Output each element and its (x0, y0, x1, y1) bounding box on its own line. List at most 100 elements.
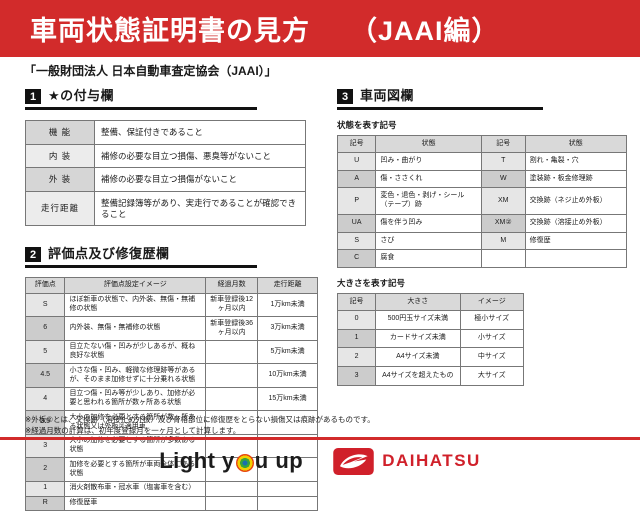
table-cell (257, 480, 318, 497)
footer-divider (0, 437, 640, 440)
table-row: 3.5 大小の加修を必要とする箇所が数ヶ所ある状態又は外板②適用車 (24, 410, 318, 435)
table-row: 1 消火剤散布車・冠水車（塩害車を含む） (24, 480, 318, 497)
symbol-table-label: 状態を表す記号 (337, 120, 397, 130)
table-row: S さび M 修復歴 (336, 231, 628, 251)
table-row: 0 500円玉サイズ未満 極小サイズ (336, 309, 525, 330)
table-row: 3 A4サイズを超えたもの 大サイズ (336, 366, 525, 386)
table-row: 4.5 小さな傷・凹み、軽微な修理跡等があるが、そのまま加修せずに十分乗れる状態 1… (24, 363, 318, 388)
table-row: 2 A4サイズ未満 中サイズ (336, 347, 525, 367)
target-circle-icon (235, 453, 254, 472)
table-cell (205, 363, 259, 388)
footer: Light y u up DAIHATSU (0, 443, 640, 479)
table-cell: U (336, 151, 377, 171)
table-cell: 傷・ささくれ (375, 169, 482, 189)
table-cell: 500円玉サイズ未満 (375, 309, 461, 330)
table-cell: T (480, 151, 526, 171)
table-row: P 変色・退色・剥げ・シール（テープ）跡 XM 交換跡（ネジ止め外板） (336, 187, 628, 215)
table-header-row: 評価点 評価点設定イメージ 経過月数 走行距離 (24, 277, 318, 294)
table-row: S ほぼ新車の状態で、内外装、無傷・無補修の状態 新車登録後12ヶ月以内 1万km未満 (24, 292, 318, 318)
table-cell (524, 249, 628, 268)
daihatsu-logo: DAIHATSU (333, 447, 481, 475)
column-header: 記号 (480, 135, 526, 153)
table-cell: S (24, 292, 66, 318)
table-cell (205, 386, 259, 412)
table-cell: 3万km未満 (257, 316, 318, 341)
table-cell: 割れ・亀裂・穴 (524, 151, 628, 171)
size-table: 記号 大きさ イメージ 0 500円玉サイズ未満 極小サイズ 1 カードサイズ未満 小サイ… (336, 293, 525, 386)
table-row: 6 内外装、無傷・無補修の状態 新車登録後36ヶ月以内 3万km未満 (24, 316, 318, 341)
table-cell: 3 (336, 366, 377, 386)
table-cell: A4サイズを超えたもの (375, 366, 461, 386)
page-title-edition: （JAAI編） (350, 16, 500, 46)
column-header: 記号 (336, 135, 377, 153)
table-row: C 腐食 (336, 249, 628, 268)
section-title: 評価点及び修復歴欄 (48, 246, 170, 262)
table-cell: P (336, 187, 377, 215)
section-title: ★の付与欄 (48, 88, 115, 103)
right-column: 3 車両図欄 状態を表す記号 記号 状態 記号 状態 U 凹み・曲がり T 割れ・亀裂… (336, 85, 629, 386)
column-header: 経過月数 (205, 277, 259, 294)
table-cell: 交換跡（ネジ止め外板） (524, 187, 628, 215)
table-cell (257, 495, 318, 511)
table-cell: 変色・退色・剥げ・シール（テープ）跡 (375, 187, 482, 215)
table-cell: 2 (336, 347, 377, 367)
table-cell: 外 装 (25, 167, 95, 192)
table-cell: 走行距離 (25, 190, 95, 227)
section-header-diagram: 3 車両図欄 (337, 85, 543, 110)
section-number-badge: 2 (25, 247, 41, 263)
table-cell: 凹み・曲がり (375, 151, 482, 171)
table-cell: XM (480, 187, 526, 215)
table-cell: 大小の加修を必要とする箇所が数ヶ所ある状態又は外板②適用車 (64, 410, 207, 435)
table-row: 内 装補修の必要な目立つ損傷、悪臭等がないこと (25, 143, 306, 169)
table-cell: 極小サイズ (459, 309, 525, 330)
table-cell: S (336, 231, 377, 251)
table-cell: 2 (24, 457, 66, 482)
section-header-star: 1 ★の付与欄 (25, 85, 257, 110)
section-title: 車両図欄 (360, 88, 415, 103)
light-you-up-logo: Light y u up (159, 448, 303, 474)
table-row: 機 能整備、保証付きであること (25, 120, 306, 145)
table-cell (205, 480, 259, 497)
table-cell: 交換跡（溶接止め外板） (524, 213, 628, 233)
table-cell: 補修の必要な目立つ損傷、悪臭等がないこと (94, 143, 306, 169)
star-table: 機 能整備、保証付きであること内 装補修の必要な目立つ損傷、悪臭等がないこと外 … (25, 120, 306, 227)
table-row: 1 カードサイズ未満 小サイズ (336, 328, 525, 349)
table-cell: 1 (24, 480, 66, 497)
table-header-row: 記号 状態 記号 状態 (336, 135, 628, 153)
footnote-line: ※経過月数の計算は、初年度登録月を一ヶ月として計算します。 (25, 425, 241, 435)
table-cell: 機 能 (25, 120, 95, 145)
daihatsu-wordmark: DAIHATSU (382, 451, 481, 470)
table-cell: 塗装跡・板金修理跡 (524, 169, 628, 189)
table-cell: 15万km未満 (257, 386, 318, 412)
table-cell: 1 (336, 328, 377, 349)
table-cell: 修復歴車 (64, 495, 207, 511)
table-cell: 6 (24, 316, 66, 341)
table-cell: 腐食 (375, 249, 482, 268)
column-header: 記号 (336, 293, 377, 311)
column-header: 走行距離 (257, 277, 318, 294)
table-row: 4 目立つ傷・凹み等が少しあり、加修が必要と思われる箇所が数ヶ所ある状態 15万km… (24, 386, 318, 412)
footnote-line: ※外板②とは、交換跡（溶接止め外板）及び骨格部位に修復歴をとらない損傷又は痕跡が… (25, 415, 375, 424)
size-table-label: 大きさを表す記号 (337, 278, 406, 288)
section-number-badge: 3 (337, 89, 353, 104)
column-header: イメージ (459, 293, 525, 311)
section-header-eval: 2 評価点及び修復歴欄 (25, 243, 257, 269)
table-cell: 5 (24, 339, 66, 365)
table-cell (205, 410, 259, 435)
column-header: 状態 (375, 135, 482, 153)
table-row: 外 装補修の必要な目立つ損傷がないこと (25, 167, 306, 192)
table-cell (480, 249, 526, 268)
column-header: 評価点設定イメージ (64, 277, 207, 294)
table-cell: 傷を伴う凹み (375, 213, 482, 233)
table-cell: XM② (480, 213, 526, 233)
table-cell: 中サイズ (459, 347, 525, 367)
table-cell: C (336, 249, 377, 268)
footnotes: ※外板②とは、交換跡（溶接止め外板）及び骨格部位に修復歴をとらない損傷又は痕跡が… (25, 415, 375, 437)
symbol-table: 記号 状態 記号 状態 U 凹み・曲がり T 割れ・亀裂・穴 A 傷・ささくれ W 塗装跡・板… (336, 135, 628, 268)
table-row: 2 加修を必要とする箇所が車両全体にある状態 (24, 457, 318, 482)
table-cell: 消火剤散布車・冠水車（塩害車を含む） (64, 480, 207, 497)
section-number-badge: 1 (25, 89, 41, 104)
organization-subtitle: 「一般財団法人 日本自動車査定協会（JAAI）」 (24, 64, 277, 78)
table-cell (205, 339, 259, 365)
table-header-row: 記号 大きさ イメージ (336, 293, 525, 311)
